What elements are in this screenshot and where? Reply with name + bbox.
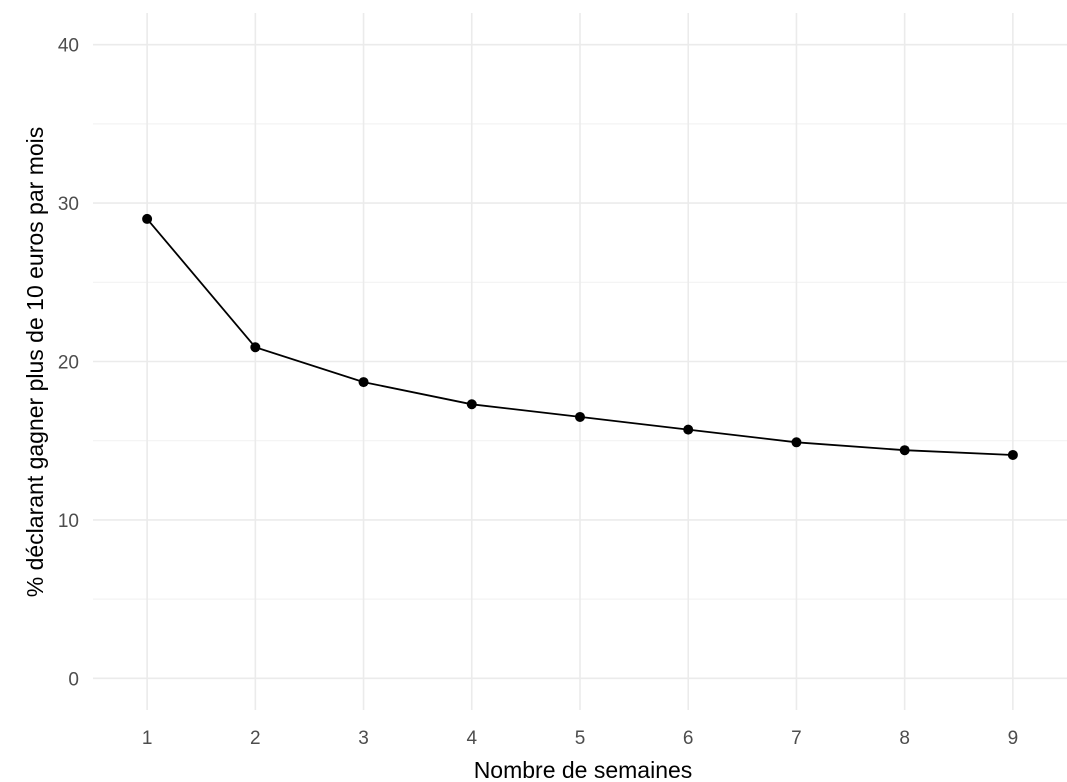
- x-tick-label: 2: [250, 728, 261, 749]
- major-gridlines: [93, 13, 1067, 710]
- data-points: [142, 213, 1018, 460]
- y-tick-label: 40: [58, 36, 79, 57]
- data-point: [791, 437, 802, 448]
- x-tick-label: 3: [358, 728, 369, 749]
- x-tick-label: 9: [1008, 728, 1019, 749]
- y-axis-title: % déclarant gagner plus de 10 euros par …: [22, 127, 48, 598]
- data-point: [358, 377, 369, 388]
- y-tick-label: 30: [58, 194, 79, 215]
- x-axis-title: Nombre de semaines: [474, 757, 693, 782]
- x-tick-label: 5: [575, 728, 586, 749]
- y-tick-label: 0: [68, 669, 79, 690]
- data-point: [683, 424, 694, 435]
- data-point: [250, 342, 261, 353]
- data-point: [899, 445, 910, 456]
- x-tick-label: 4: [466, 728, 477, 749]
- x-tick-label: 8: [899, 728, 910, 749]
- y-tick-label: 20: [58, 353, 79, 374]
- data-point: [1007, 449, 1018, 460]
- data-point: [142, 213, 153, 224]
- data-point: [575, 411, 585, 422]
- y-axis-tick-labels: 0 10 20 30 40: [58, 36, 79, 691]
- data-point: [466, 399, 477, 410]
- y-tick-label: 10: [58, 511, 79, 532]
- x-tick-label: 1: [142, 728, 153, 749]
- x-tick-label: 6: [683, 728, 694, 749]
- x-axis-tick-labels: 1 2 3 4 5 6 7 8 9: [142, 728, 1018, 749]
- x-tick-label: 7: [791, 728, 802, 749]
